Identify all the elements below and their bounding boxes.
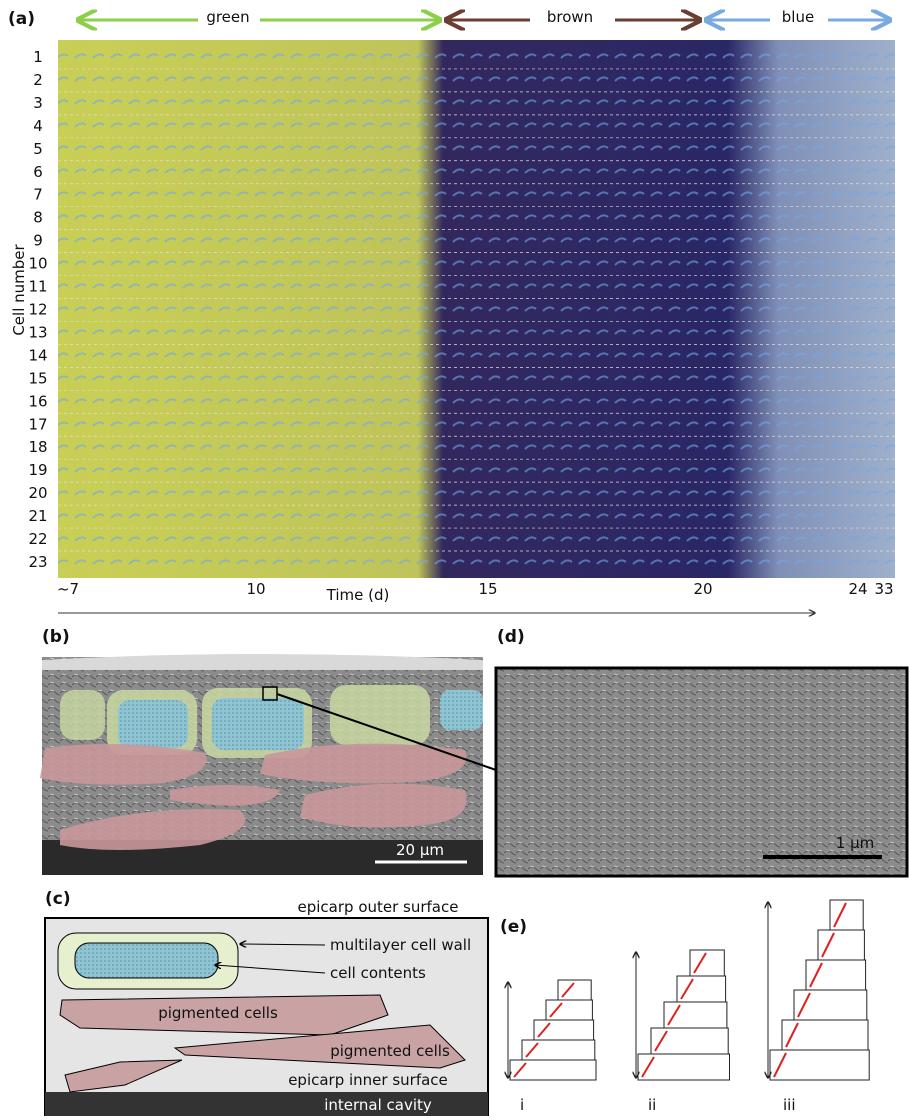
stair-block bbox=[638, 1054, 730, 1080]
stair-block bbox=[651, 1028, 728, 1054]
panel-label: (b) bbox=[42, 627, 70, 647]
phase-label: blue bbox=[782, 8, 814, 26]
stair-block bbox=[818, 930, 864, 960]
row-label: 9 bbox=[33, 232, 43, 250]
panel-c: (c) epicarp outer surface multilayer cel… bbox=[45, 889, 488, 1116]
diagram-label: epicarp inner surface bbox=[288, 1071, 448, 1089]
x-axis-title: Time (d) bbox=[326, 586, 390, 604]
time-label: 15 bbox=[478, 580, 497, 598]
sub-label: ii bbox=[648, 1096, 656, 1114]
phase-label: brown bbox=[547, 8, 593, 26]
row-label: 6 bbox=[33, 163, 43, 181]
row-label: 21 bbox=[28, 507, 47, 525]
row-label: 23 bbox=[28, 553, 47, 571]
diagram-label: multilayer cell wall bbox=[330, 936, 471, 954]
stair-block bbox=[510, 1060, 596, 1080]
row-label: 15 bbox=[28, 369, 47, 387]
row-label: 19 bbox=[28, 461, 47, 479]
sub-label: i bbox=[520, 1096, 524, 1114]
scale-bar-label: 1 μm bbox=[836, 834, 874, 852]
y-axis-title: Cell number bbox=[10, 243, 28, 335]
figure: (a) green brown blue Cell number 1234567… bbox=[0, 0, 909, 1116]
diagram-label: internal cavity bbox=[324, 1096, 432, 1114]
time-label: 10 bbox=[246, 580, 265, 598]
row-label: 4 bbox=[33, 117, 43, 135]
row-label: 5 bbox=[33, 140, 43, 158]
row-label: 10 bbox=[28, 255, 47, 273]
row-label: 11 bbox=[28, 278, 47, 296]
scale-bar-label: 20 μm bbox=[396, 841, 444, 859]
panel-label: (c) bbox=[45, 889, 71, 909]
stair-block bbox=[782, 1020, 868, 1050]
row-label: 12 bbox=[28, 301, 47, 319]
panel-d: (d) 1 μm bbox=[496, 627, 907, 876]
cell-texture bbox=[58, 40, 895, 578]
diagram-label: pigmented cells bbox=[330, 1042, 450, 1060]
stair-block bbox=[677, 976, 726, 1002]
diagram-label: epicarp outer surface bbox=[298, 898, 459, 916]
panel-label: (e) bbox=[500, 917, 527, 937]
row-label: 20 bbox=[28, 484, 47, 502]
panel-a: (a) green brown blue Cell number 1234567… bbox=[8, 8, 895, 613]
row-label: 1 bbox=[33, 48, 43, 66]
phase-label: green bbox=[206, 8, 249, 26]
sub-label: iii bbox=[783, 1096, 796, 1114]
stair-block bbox=[546, 1000, 592, 1020]
row-label: 18 bbox=[28, 438, 47, 456]
row-label: 8 bbox=[33, 209, 43, 227]
row-label: 2 bbox=[33, 71, 43, 89]
diagram-label: pigmented cells bbox=[158, 1004, 278, 1022]
panel-label: (a) bbox=[8, 9, 35, 29]
time-label: ~7 bbox=[57, 580, 79, 598]
time-label: 24 bbox=[848, 580, 867, 598]
panel-b: (b) 20 μm bbox=[40, 627, 496, 875]
row-label: 13 bbox=[28, 323, 47, 341]
row-label: 16 bbox=[28, 392, 47, 410]
diagram-label: cell contents bbox=[330, 964, 426, 982]
row-label: 3 bbox=[33, 94, 43, 112]
panel-label: (d) bbox=[497, 627, 525, 647]
row-label: 17 bbox=[28, 415, 47, 433]
time-label: 20 bbox=[693, 580, 712, 598]
row-label: 22 bbox=[28, 530, 47, 548]
time-label: 33 bbox=[874, 580, 893, 598]
row-label: 7 bbox=[33, 186, 43, 204]
panel-e: (e) i ii iii bbox=[500, 900, 869, 1114]
row-label: 14 bbox=[28, 346, 47, 364]
